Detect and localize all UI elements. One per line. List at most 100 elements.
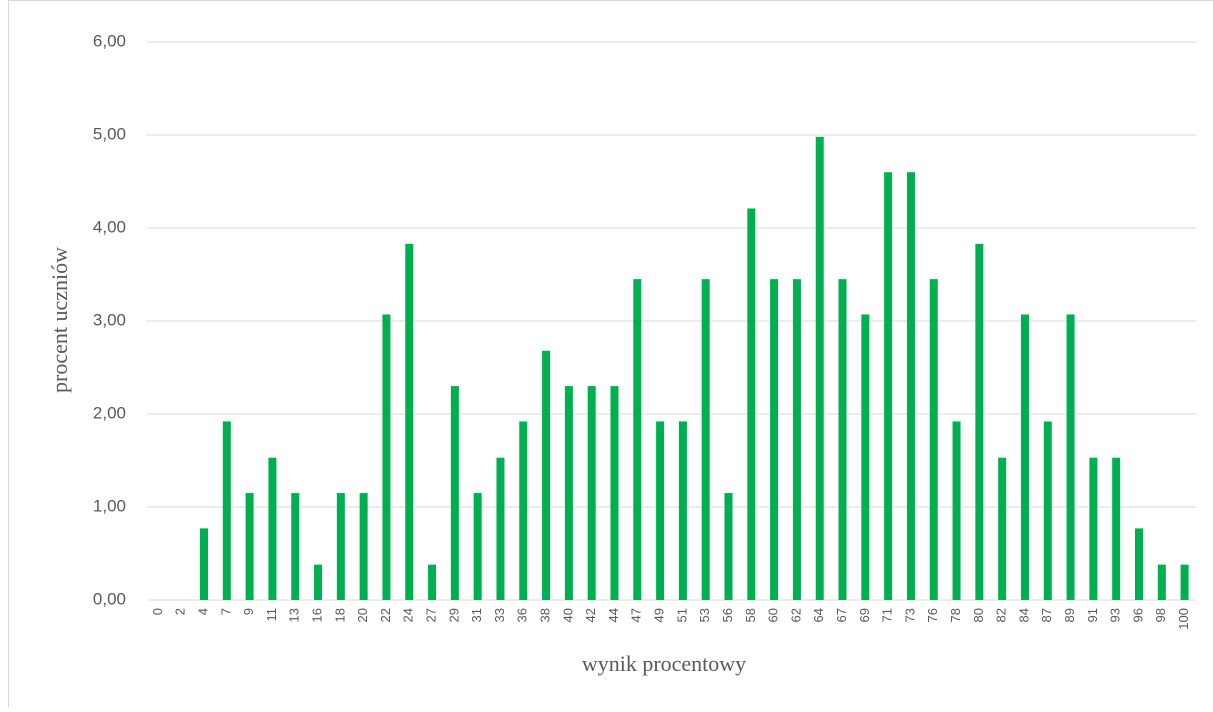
x-tick-label: 87 — [1039, 608, 1054, 622]
y-tick-label: 0,00 — [93, 589, 126, 608]
bar — [610, 386, 618, 600]
x-tick-label: 47 — [629, 608, 644, 622]
x-tick-label: 4 — [195, 608, 210, 615]
bar — [428, 565, 436, 600]
x-tick-label: 76 — [925, 608, 940, 622]
x-tick-label: 98 — [1153, 608, 1168, 622]
bar — [907, 172, 915, 600]
bar — [200, 528, 208, 600]
x-tick-label: 78 — [948, 608, 963, 622]
bar — [1158, 565, 1166, 600]
x-tick-label: 31 — [469, 608, 484, 622]
x-tick-label: 20 — [355, 608, 370, 622]
bar — [930, 279, 938, 600]
bar — [793, 279, 801, 600]
bar — [816, 137, 824, 600]
bar — [588, 386, 596, 600]
x-tick-label: 7 — [218, 608, 233, 615]
bar — [291, 493, 299, 600]
x-tick-label: 58 — [743, 608, 758, 622]
bar — [223, 421, 231, 600]
chart-frame — [9, 1, 1213, 708]
x-tick-label: 0 — [150, 608, 165, 615]
x-tick-label: 84 — [1016, 608, 1031, 622]
bar — [451, 386, 459, 600]
x-tick-label: 67 — [834, 608, 849, 622]
x-tick-label: 51 — [674, 608, 689, 622]
bar — [1135, 528, 1143, 600]
x-tick-label: 71 — [880, 608, 895, 622]
x-tick-label: 40 — [560, 608, 575, 622]
bar — [337, 493, 345, 600]
x-tick-label: 44 — [606, 608, 621, 622]
x-tick-label: 80 — [971, 608, 986, 622]
x-tick-label: 13 — [287, 608, 302, 622]
bar — [314, 565, 322, 600]
x-tick-label: 82 — [994, 608, 1009, 622]
bar — [360, 493, 368, 600]
bar — [861, 314, 869, 600]
bar — [474, 493, 482, 600]
x-tick-label: 2 — [173, 608, 188, 615]
x-axis-title: wynik procentowy — [582, 651, 746, 676]
bar — [725, 493, 733, 600]
y-tick-label: 5,00 — [93, 124, 126, 143]
bar — [747, 208, 755, 600]
x-tick-label: 100 — [1176, 608, 1191, 630]
x-tick-label: 73 — [902, 608, 917, 622]
x-tick-label: 64 — [811, 608, 826, 622]
x-tick-label: 27 — [423, 608, 438, 622]
x-tick-label: 33 — [492, 608, 507, 622]
y-tick-label: 1,00 — [93, 496, 126, 515]
x-tick-label: 93 — [1108, 608, 1123, 622]
bar — [268, 458, 276, 600]
bar — [884, 172, 892, 600]
bar — [405, 244, 413, 600]
bar — [246, 493, 254, 600]
bar — [679, 421, 687, 600]
y-tick-label: 6,00 — [93, 31, 126, 50]
y-tick-label: 4,00 — [93, 217, 126, 236]
bar — [702, 279, 710, 600]
x-tick-label: 18 — [332, 608, 347, 622]
bar — [1044, 421, 1052, 600]
bar — [1181, 565, 1189, 600]
y-axis-title: procent uczniów — [47, 247, 72, 393]
bar — [1021, 314, 1029, 600]
bar — [953, 421, 961, 600]
bar — [1089, 458, 1097, 600]
bar — [382, 314, 390, 600]
bar — [1067, 314, 1075, 600]
x-tick-label: 49 — [652, 608, 667, 622]
y-tick-label: 2,00 — [93, 403, 126, 422]
bar — [565, 386, 573, 600]
bar — [496, 458, 504, 600]
x-tick-label: 53 — [697, 608, 712, 622]
x-tick-label: 42 — [583, 608, 598, 622]
x-tick-label: 38 — [538, 608, 553, 622]
x-tick-label: 11 — [264, 608, 279, 622]
bar — [1112, 458, 1120, 600]
bar — [975, 244, 983, 600]
x-tick-label: 36 — [515, 608, 530, 622]
bar — [839, 279, 847, 600]
x-tick-label: 96 — [1130, 608, 1145, 622]
x-tick-label: 60 — [766, 608, 781, 622]
bar — [633, 279, 641, 600]
x-tick-label: 91 — [1085, 608, 1100, 622]
x-tick-label: 89 — [1062, 608, 1077, 622]
x-tick-label: 22 — [378, 608, 393, 622]
bar — [656, 421, 664, 600]
x-tick-label: 56 — [720, 608, 735, 622]
x-tick-label: 69 — [857, 608, 872, 622]
y-tick-label: 3,00 — [93, 310, 126, 329]
bar — [542, 351, 550, 600]
bar — [998, 458, 1006, 600]
bar — [770, 279, 778, 600]
x-tick-label: 62 — [788, 608, 803, 622]
x-tick-label: 16 — [309, 608, 324, 622]
x-tick-label: 29 — [446, 608, 461, 622]
x-tick-label: 9 — [241, 608, 256, 615]
bar — [519, 421, 527, 600]
